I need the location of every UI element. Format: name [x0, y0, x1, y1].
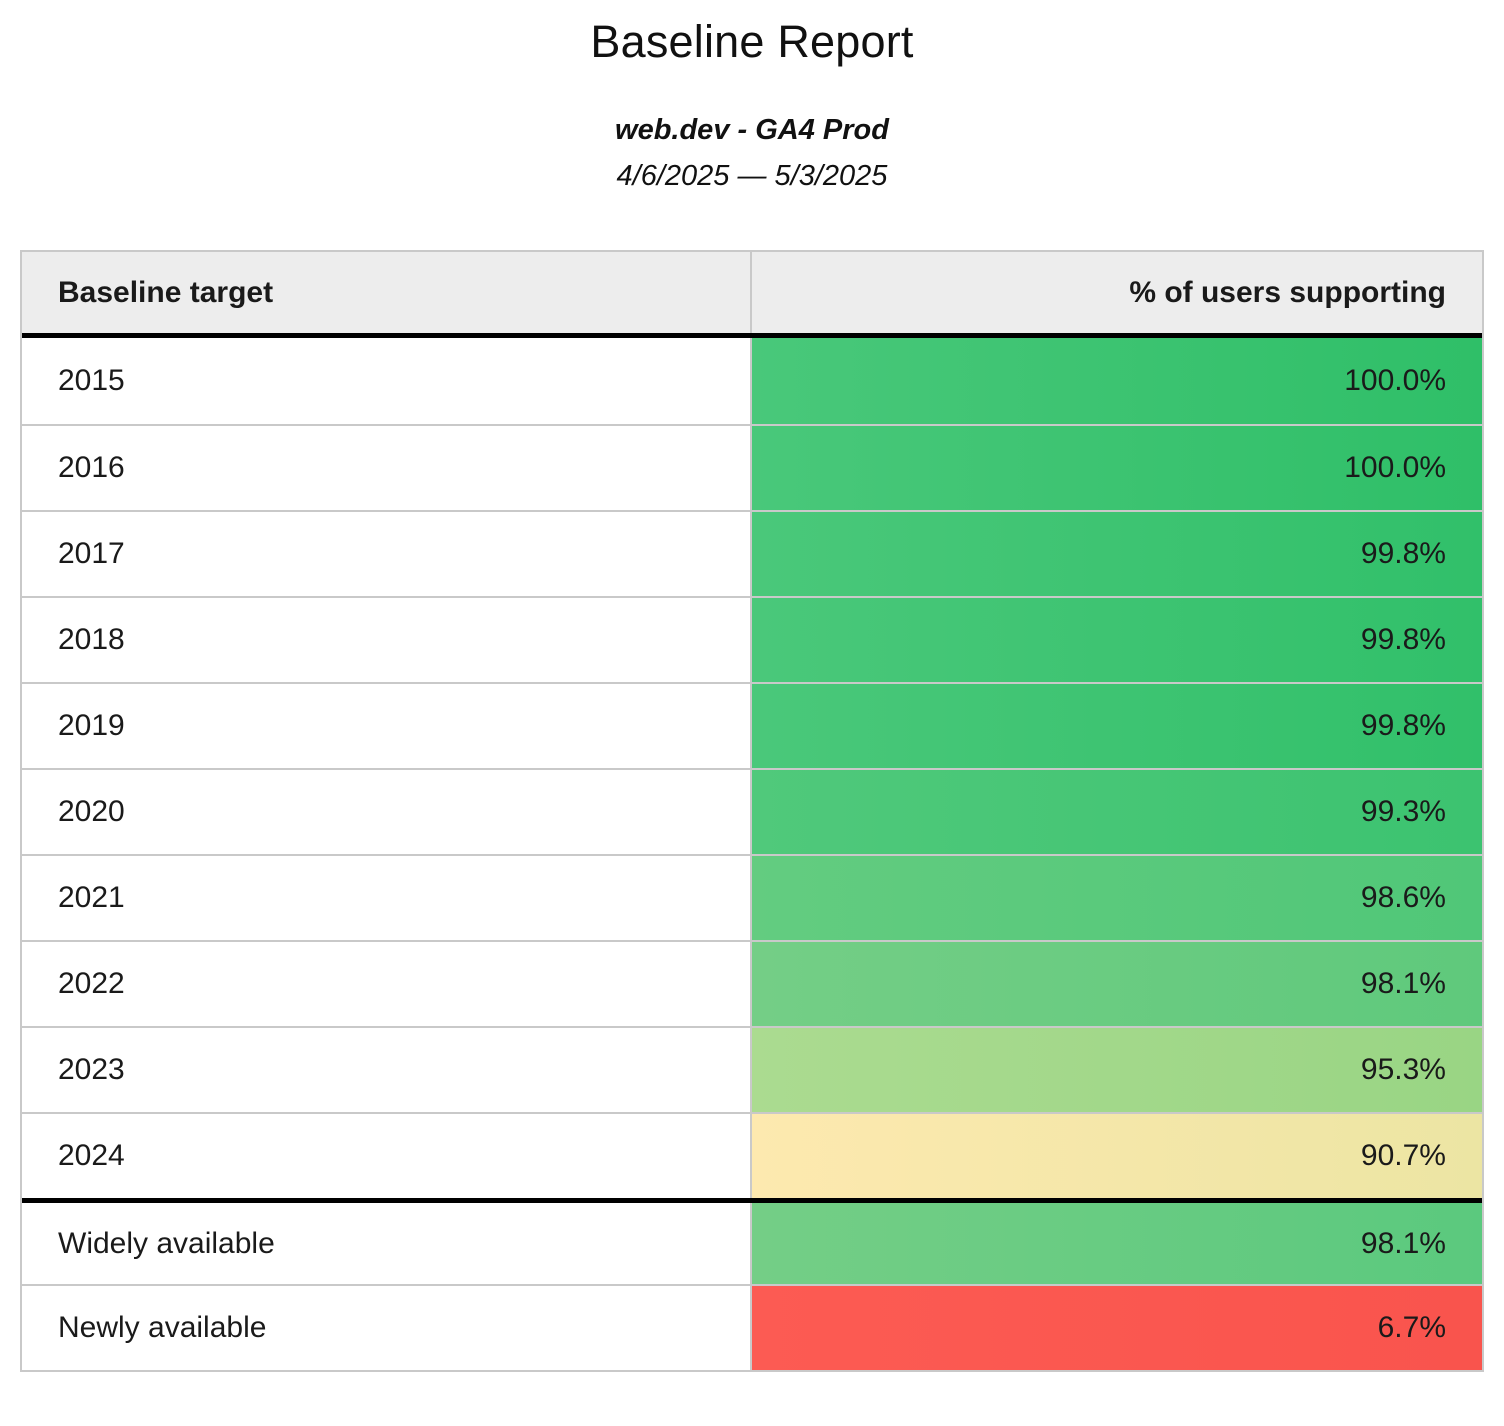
table-row: 2024 90.7% [22, 1112, 1482, 1198]
table-row: 2023 95.3% [22, 1026, 1482, 1112]
baseline-target-cell: 2020 [22, 770, 752, 854]
baseline-target-cell: 2018 [22, 598, 752, 682]
table-row: 2018 99.8% [22, 596, 1482, 682]
table-row: 2022 98.1% [22, 940, 1482, 1026]
baseline-target-cell: 2017 [22, 512, 752, 596]
baseline-target-cell: 2015 [22, 338, 752, 424]
support-value-cell: 100.0% [752, 426, 1482, 510]
support-value-cell: 100.0% [752, 338, 1482, 424]
baseline-table: Baseline target % of users supporting 20… [20, 250, 1484, 1372]
support-value-cell: 95.3% [752, 1028, 1482, 1112]
baseline-target-cell: Widely available [22, 1203, 752, 1284]
baseline-target-cell: 2019 [22, 684, 752, 768]
table-row: 2021 98.6% [22, 854, 1482, 940]
support-value-cell: 98.1% [752, 942, 1482, 1026]
support-value-cell: 98.6% [752, 856, 1482, 940]
report-header: Baseline Report web.dev - GA4 Prod 4/6/2… [0, 0, 1504, 193]
column-header-percent-supporting: % of users supporting [1129, 275, 1446, 309]
table-row-widely-available: Widely available 98.1% [22, 1198, 1482, 1284]
table-header-row: Baseline target % of users supporting [22, 252, 1482, 338]
baseline-target-cell: 2016 [22, 426, 752, 510]
support-value-cell: 99.3% [752, 770, 1482, 854]
report-date-range: 4/6/2025 — 5/3/2025 [616, 160, 888, 192]
baseline-target-cell: 2022 [22, 942, 752, 1026]
baseline-target-cell: 2021 [22, 856, 752, 940]
table-row-newly-available: Newly available 6.7% [22, 1284, 1482, 1370]
support-value-cell: 6.7% [752, 1286, 1482, 1370]
support-value-cell: 99.8% [752, 512, 1482, 596]
table-row: 2015 100.0% [22, 338, 1482, 424]
support-value-cell: 90.7% [752, 1114, 1482, 1198]
baseline-target-cell: 2023 [22, 1028, 752, 1112]
table-row: 2017 99.8% [22, 510, 1482, 596]
baseline-target-cell: Newly available [22, 1286, 752, 1370]
support-value-cell: 99.8% [752, 684, 1482, 768]
page-title: Baseline Report [590, 16, 914, 67]
baseline-target-cell: 2024 [22, 1114, 752, 1198]
support-value-cell: 98.1% [752, 1203, 1482, 1284]
table-row: 2019 99.8% [22, 682, 1482, 768]
table-row: 2020 99.3% [22, 768, 1482, 854]
report-property-name: web.dev - GA4 Prod [615, 114, 889, 146]
column-header-baseline-target: Baseline target [22, 252, 752, 333]
table-row: 2016 100.0% [22, 424, 1482, 510]
support-value-cell: 99.8% [752, 598, 1482, 682]
